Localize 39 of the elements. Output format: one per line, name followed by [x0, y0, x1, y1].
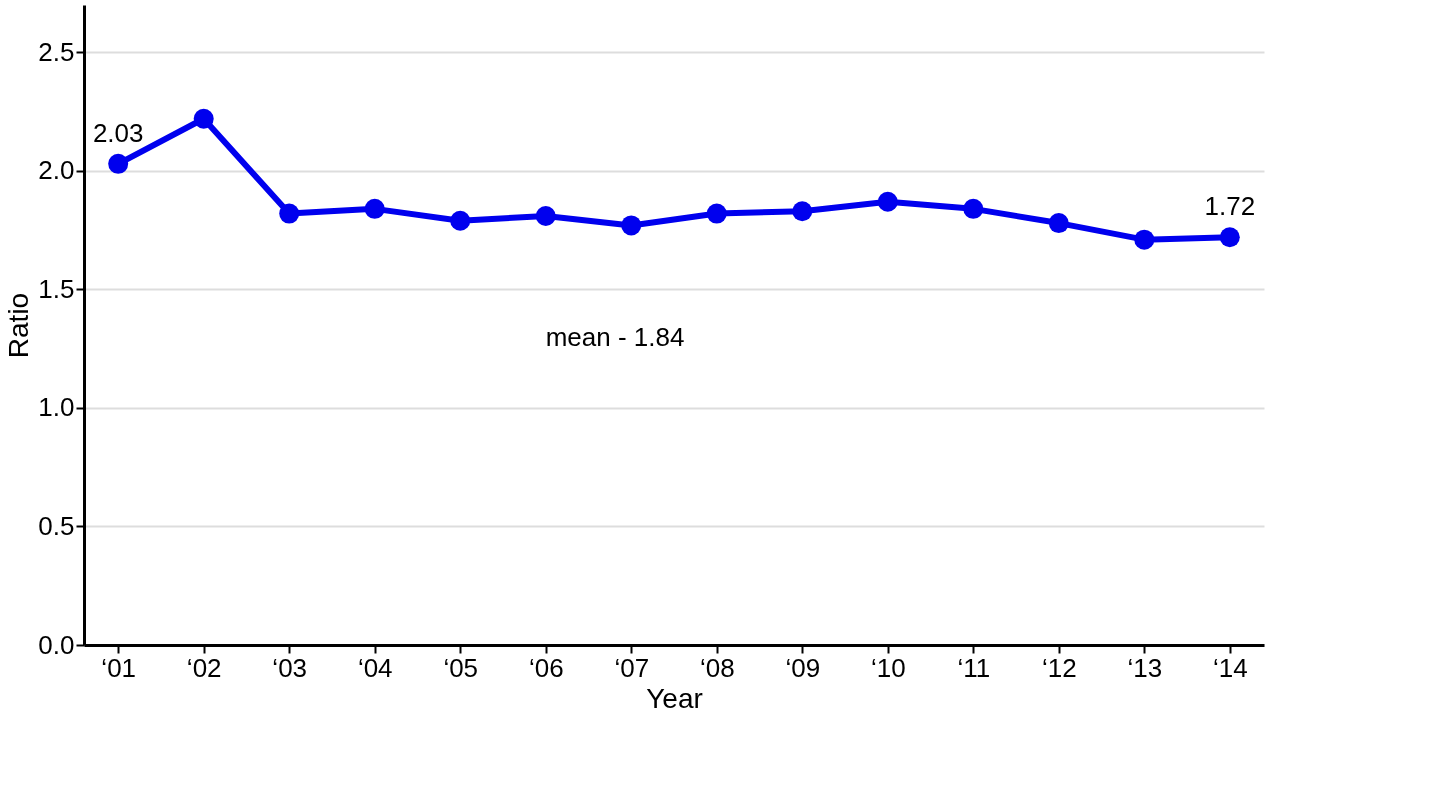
- point: [1134, 229, 1155, 250]
- point: [963, 198, 984, 219]
- x-tick-label: ‘11: [957, 652, 991, 683]
- x-tick-label: ‘06: [528, 652, 564, 683]
- point: [193, 108, 214, 129]
- point: [1219, 227, 1240, 248]
- y-tick-label: 2.0: [38, 155, 75, 186]
- x-tick-label: ‘01: [101, 652, 137, 683]
- x-tick-label: ‘10: [870, 652, 906, 683]
- y-tick-label: 1.5: [38, 273, 75, 304]
- point: [364, 198, 385, 219]
- y-tick-label: 2.5: [38, 36, 75, 67]
- point: [792, 201, 813, 222]
- x-tick-label: ‘07: [614, 652, 650, 683]
- x-tick-label: ‘03: [272, 652, 308, 683]
- y-tick-label: 0.5: [38, 510, 75, 541]
- point: [108, 153, 129, 174]
- x-tick-label: ‘14: [1212, 652, 1248, 683]
- point: [621, 215, 642, 236]
- x-tick-label: ‘08: [699, 652, 735, 683]
- annotation: mean - 1.84: [545, 321, 685, 352]
- x-axis-title: Year: [646, 682, 703, 714]
- data-label: 2.03: [92, 117, 144, 148]
- x-tick-label: ‘04: [357, 652, 393, 683]
- point: [706, 203, 727, 224]
- x-tick-label: ‘02: [186, 652, 222, 683]
- point: [279, 203, 300, 224]
- x-tick-label: ‘13: [1127, 652, 1163, 683]
- point: [450, 210, 471, 231]
- y-tick-label: 0.0: [38, 629, 75, 660]
- x-tick-label: ‘09: [785, 652, 821, 683]
- y-tick-label: 1.0: [38, 392, 75, 423]
- x-tick-label: ‘12: [1041, 652, 1077, 683]
- data-label: 1.72: [1204, 191, 1256, 222]
- y-axis-title: Ratio: [3, 292, 35, 359]
- point: [877, 191, 898, 212]
- point: [1048, 213, 1069, 234]
- x-tick-label: ‘05: [443, 652, 479, 683]
- point: [535, 205, 556, 226]
